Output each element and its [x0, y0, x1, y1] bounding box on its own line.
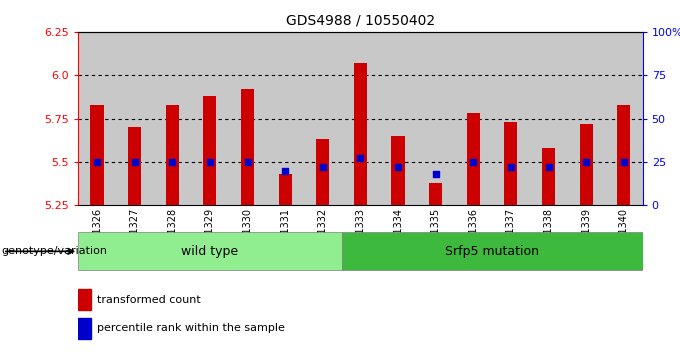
Point: [392, 164, 403, 170]
Bar: [617, 105, 630, 205]
Point: [129, 159, 140, 165]
Title: GDS4988 / 10550402: GDS4988 / 10550402: [286, 14, 435, 28]
Bar: [267, 32, 304, 205]
Bar: [78, 289, 90, 310]
Bar: [542, 148, 555, 205]
Point: [468, 159, 479, 165]
Text: wild type: wild type: [182, 245, 239, 258]
Point: [505, 164, 516, 170]
Bar: [579, 124, 593, 205]
Bar: [78, 318, 90, 339]
Bar: [228, 32, 267, 205]
Point: [279, 168, 290, 173]
Point: [167, 159, 177, 165]
Text: transformed count: transformed count: [97, 295, 201, 305]
Bar: [492, 32, 530, 205]
Point: [205, 159, 216, 165]
Bar: [605, 32, 643, 205]
Bar: [429, 183, 442, 205]
Bar: [304, 32, 341, 205]
Bar: [505, 122, 517, 205]
Point: [355, 156, 366, 161]
Bar: [341, 232, 643, 270]
Bar: [354, 63, 367, 205]
Bar: [567, 32, 605, 205]
Bar: [417, 32, 454, 205]
Bar: [530, 32, 567, 205]
Point: [92, 159, 103, 165]
Bar: [241, 89, 254, 205]
Bar: [379, 32, 417, 205]
Point: [543, 164, 554, 170]
Bar: [90, 105, 103, 205]
Bar: [466, 113, 480, 205]
Point: [581, 159, 592, 165]
Text: Srfp5 mutation: Srfp5 mutation: [445, 245, 539, 258]
Bar: [454, 32, 492, 205]
Bar: [203, 96, 216, 205]
Bar: [128, 127, 141, 205]
Bar: [78, 232, 341, 270]
Bar: [316, 139, 329, 205]
Point: [318, 164, 328, 170]
Bar: [392, 136, 405, 205]
Bar: [154, 32, 191, 205]
Point: [242, 159, 253, 165]
Text: genotype/variation: genotype/variation: [1, 246, 107, 256]
Point: [618, 159, 629, 165]
Bar: [341, 32, 379, 205]
Bar: [166, 105, 179, 205]
Point: [430, 171, 441, 177]
Text: percentile rank within the sample: percentile rank within the sample: [97, 323, 285, 333]
Bar: [78, 32, 116, 205]
Bar: [116, 32, 154, 205]
Bar: [279, 174, 292, 205]
Bar: [191, 32, 228, 205]
